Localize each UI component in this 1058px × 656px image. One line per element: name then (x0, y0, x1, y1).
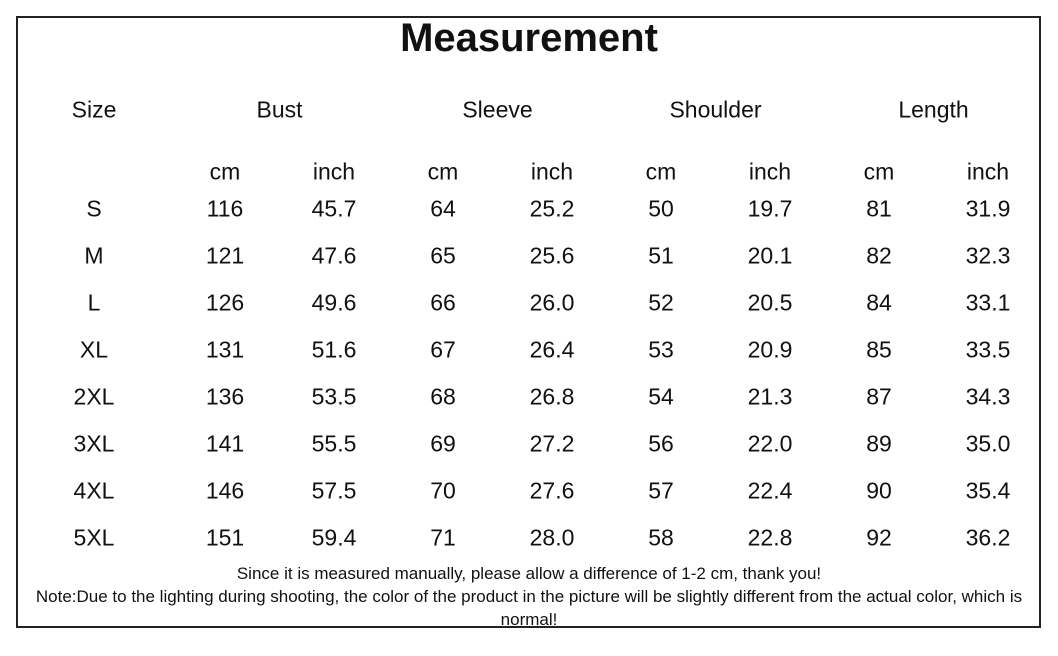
cell: 22.4 (747, 477, 793, 504)
group-header: Shoulder (669, 96, 762, 123)
cell: 146 (205, 477, 245, 504)
cell: 81 (866, 195, 892, 222)
cell: 58 (648, 524, 674, 551)
group-header: Length (898, 96, 969, 123)
cell: 90 (866, 477, 892, 504)
cell: 116 (206, 195, 244, 222)
cell: 33.1 (965, 289, 1011, 316)
cell: 45.7 (311, 195, 357, 222)
cell: 69 (430, 430, 456, 457)
cell: 53.5 (311, 383, 357, 410)
cell: 52 (648, 289, 674, 316)
cell: 67 (430, 336, 456, 363)
column-header: Size (71, 96, 117, 123)
frame (16, 16, 1041, 628)
cell: 57 (648, 477, 674, 504)
size-label: L (87, 289, 101, 316)
group-header: Bust (256, 96, 303, 123)
cell: 26.0 (529, 289, 575, 316)
cell: 64 (430, 195, 456, 222)
cell: 82 (866, 242, 892, 269)
cell: 34.3 (965, 383, 1011, 410)
cell: 89 (866, 430, 892, 457)
size-label: M (84, 242, 104, 269)
cell: 35.0 (965, 430, 1011, 457)
cell: 20.9 (747, 336, 793, 363)
cell: 51 (648, 242, 674, 269)
unit-header: cm (645, 158, 677, 185)
unit-header: inch (748, 158, 792, 185)
cell: 136 (205, 383, 245, 410)
cell: 68 (430, 383, 456, 410)
unit-header: cm (863, 158, 895, 185)
unit-header: cm (209, 158, 241, 185)
cell: 20.1 (747, 242, 793, 269)
note: Note:Due to the lighting during shooting… (35, 587, 1023, 629)
size-label: 4XL (73, 477, 115, 504)
cell: 126 (205, 289, 245, 316)
cell: 65 (430, 242, 456, 269)
cell: 22.0 (747, 430, 793, 457)
cell: 85 (866, 336, 892, 363)
cell: 35.4 (965, 477, 1011, 504)
cell: 56 (648, 430, 674, 457)
title: Measurement (400, 16, 658, 60)
unit-header: cm (427, 158, 459, 185)
cell: 84 (866, 289, 892, 316)
cell: 141 (205, 430, 245, 457)
cell: 28.0 (529, 524, 575, 551)
cell: 26.4 (529, 336, 575, 363)
cell: 121 (205, 242, 245, 269)
cell: 25.6 (529, 242, 575, 269)
cell: 27.2 (529, 430, 575, 457)
size-label: 5XL (73, 524, 115, 551)
cell: 47.6 (311, 242, 357, 269)
size-label: XL (79, 336, 109, 363)
cell: 66 (430, 289, 456, 316)
cell: 33.5 (965, 336, 1011, 363)
unit-header: inch (530, 158, 574, 185)
cell: 27.6 (529, 477, 575, 504)
cell: 54 (648, 383, 674, 410)
group-header: Sleeve (462, 96, 533, 123)
cell: 57.5 (311, 477, 357, 504)
cell: 53 (648, 336, 674, 363)
cell: 32.3 (965, 242, 1011, 269)
size-label: 3XL (73, 430, 115, 457)
cell: 51.6 (311, 336, 357, 363)
cell: 22.8 (747, 524, 793, 551)
cell: 151 (205, 524, 245, 551)
cell: 31.9 (965, 195, 1011, 222)
unit-header: inch (966, 158, 1010, 185)
size-label: S (86, 195, 102, 222)
cell: 36.2 (965, 524, 1011, 551)
size-label: 2XL (73, 383, 115, 410)
cell: 87 (866, 383, 892, 410)
cell: 70 (430, 477, 456, 504)
cell: 71 (430, 524, 456, 551)
cell: 49.6 (311, 289, 357, 316)
cell: 55.5 (311, 430, 357, 457)
note: Since it is measured manually, please al… (236, 564, 822, 583)
cell: 50 (648, 195, 674, 222)
cell: 25.2 (529, 195, 575, 222)
cell: 21.3 (747, 383, 793, 410)
cell: 19.7 (747, 195, 793, 222)
cell: 59.4 (311, 524, 357, 551)
cell: 26.8 (529, 383, 575, 410)
unit-header: inch (312, 158, 356, 185)
cell: 131 (205, 336, 245, 363)
cell: 20.5 (747, 289, 793, 316)
cell: 92 (866, 524, 892, 551)
